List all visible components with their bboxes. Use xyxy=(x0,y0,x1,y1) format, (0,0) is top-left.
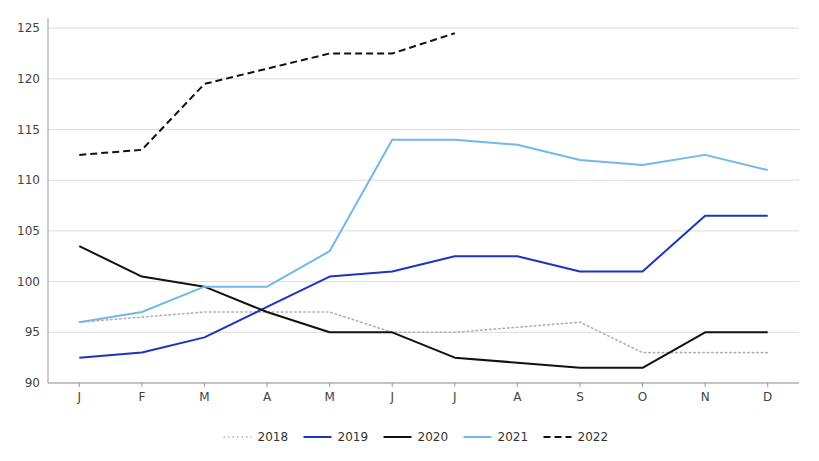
x-tick-label: N xyxy=(701,390,710,404)
legend-label: 2019 xyxy=(338,430,369,444)
legend-label: 2021 xyxy=(498,430,529,444)
series-line xyxy=(79,140,767,323)
grid-line xyxy=(48,28,799,29)
y-tick-label: 115 xyxy=(17,123,40,137)
series-line xyxy=(79,312,767,353)
y-tick-label: 95 xyxy=(25,325,40,339)
legend: 2018 2019 2020 2021 2022 xyxy=(224,430,609,444)
x-tick-label: S xyxy=(576,390,584,404)
x-tick xyxy=(705,383,706,387)
chart: 9095100105110115120125JFMAMJJASOND201820… xyxy=(0,0,819,461)
legend-label: 2018 xyxy=(258,430,289,444)
x-tick xyxy=(517,383,518,387)
grid-line xyxy=(48,78,799,79)
x-tick xyxy=(329,383,330,387)
y-tick-label: 90 xyxy=(25,376,40,390)
legend-swatch xyxy=(544,436,572,438)
series-line xyxy=(79,33,455,155)
x-tick-label: F xyxy=(138,390,145,404)
legend-label: 2020 xyxy=(418,430,449,444)
x-tick-label: A xyxy=(513,390,522,404)
x-tick xyxy=(392,383,393,387)
y-tick-label: 105 xyxy=(17,224,40,238)
lines xyxy=(79,33,767,368)
x-tick-label: J xyxy=(389,390,394,404)
y-tick-label: 110 xyxy=(17,173,40,187)
legend-label: 2022 xyxy=(578,430,609,444)
series-line xyxy=(79,216,767,358)
y-tick-label: 120 xyxy=(17,72,40,86)
x-tick-label: D xyxy=(763,390,772,404)
series-line xyxy=(79,246,767,368)
grid xyxy=(48,28,799,383)
y-tick-label: 125 xyxy=(17,21,40,35)
y-axis-line xyxy=(48,18,49,383)
x-tick xyxy=(141,383,142,387)
x-tick xyxy=(642,383,643,387)
x-tick xyxy=(579,383,580,387)
x-tick-label: J xyxy=(77,390,82,404)
x-tick-label: J xyxy=(452,390,457,404)
legend-swatch xyxy=(384,436,412,438)
x-tick xyxy=(79,383,80,387)
y-tick-label: 100 xyxy=(17,275,40,289)
legend-swatch xyxy=(224,436,252,438)
x-tick xyxy=(204,383,205,387)
x-tick-label: M xyxy=(199,390,209,404)
x-tick xyxy=(267,383,268,387)
x-tick-label: M xyxy=(324,390,334,404)
grid-line xyxy=(48,383,799,384)
chart-container: 9095100105110115120125JFMAMJJASOND201820… xyxy=(0,0,819,461)
x-tick-label: A xyxy=(263,390,272,404)
x-axis-line xyxy=(48,383,799,384)
legend-swatch xyxy=(464,436,492,438)
legend-swatch xyxy=(304,436,332,438)
x-tick-label: O xyxy=(638,390,647,404)
grid-line xyxy=(48,180,799,181)
grid-line xyxy=(48,281,799,282)
x-tick xyxy=(767,383,768,387)
x-tick xyxy=(454,383,455,387)
